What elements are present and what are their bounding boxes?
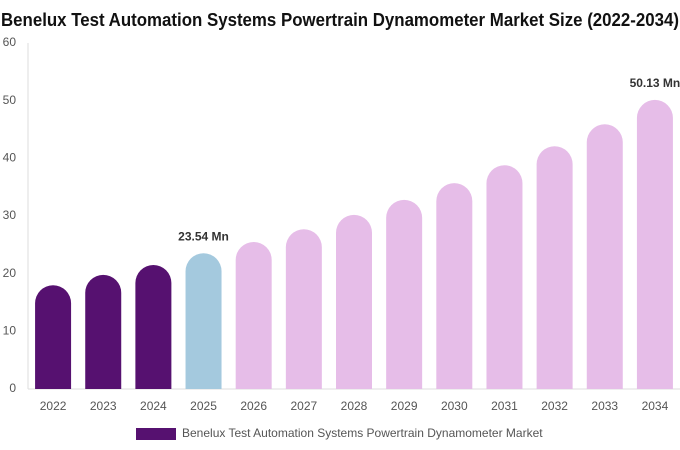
bar — [336, 214, 372, 389]
y-tick-label: 10 — [3, 324, 17, 338]
bar — [586, 124, 623, 390]
x-tick-label: 2028 — [341, 399, 368, 413]
bar — [636, 99, 673, 390]
x-tick-label: 2031 — [491, 399, 518, 413]
y-tick-label: 30 — [3, 208, 17, 222]
x-tick-label: 2027 — [290, 399, 317, 413]
x-tick-label: 2025 — [190, 399, 217, 413]
bar — [135, 265, 172, 389]
legend-label: Benelux Test Automation Systems Powertra… — [182, 426, 543, 440]
x-tick-label: 2033 — [591, 399, 618, 413]
x-tick-label: 2034 — [642, 399, 669, 413]
y-tick-label: 20 — [3, 266, 17, 280]
y-tick-label: 50 — [3, 93, 17, 107]
bar — [35, 285, 72, 389]
y-tick-label: 40 — [3, 151, 17, 165]
value-label: 23.54 Mn — [178, 229, 229, 243]
legend-swatch — [136, 428, 176, 440]
bar — [536, 146, 573, 389]
x-tick-label: 2032 — [541, 399, 568, 413]
bar — [436, 183, 473, 389]
x-tick-label: 2030 — [441, 399, 468, 413]
x-tick-label: 2029 — [391, 399, 418, 413]
x-tick-label: 2024 — [140, 399, 167, 413]
chart-title: Benelux Test Automation Systems Powertra… — [1, 10, 679, 30]
x-tick-label: 2022 — [40, 399, 67, 413]
bar — [285, 229, 322, 389]
bar — [235, 241, 272, 389]
x-tick-label: 2026 — [240, 399, 267, 413]
bar — [185, 253, 222, 389]
y-tick-label: 60 — [3, 35, 17, 49]
y-tick-label: 0 — [9, 381, 16, 395]
bar — [486, 165, 523, 389]
x-tick-label: 2023 — [90, 399, 117, 413]
value-label: 50.13 Mn — [630, 76, 680, 90]
bar — [386, 199, 423, 389]
bar — [85, 274, 122, 389]
